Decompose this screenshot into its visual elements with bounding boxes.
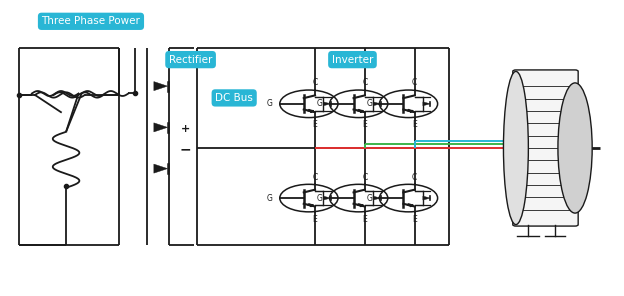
Text: DC Bus: DC Bus [215, 93, 253, 103]
Ellipse shape [504, 71, 529, 225]
FancyArrow shape [308, 110, 313, 112]
Text: G: G [267, 194, 273, 202]
FancyArrow shape [407, 204, 413, 207]
Text: C: C [363, 78, 368, 87]
Text: Three Phase Power: Three Phase Power [42, 16, 140, 26]
Text: G: G [367, 99, 373, 108]
Text: E: E [363, 215, 368, 223]
Polygon shape [373, 102, 381, 106]
Ellipse shape [558, 83, 592, 213]
Text: G: G [267, 99, 273, 108]
Text: E: E [363, 120, 368, 129]
FancyArrow shape [308, 204, 313, 207]
Polygon shape [373, 196, 381, 200]
Polygon shape [323, 102, 331, 106]
Polygon shape [423, 102, 431, 106]
Text: G: G [367, 194, 373, 202]
Text: E: E [412, 215, 417, 223]
Text: E: E [313, 120, 318, 129]
Text: −: − [180, 142, 192, 157]
Polygon shape [323, 196, 331, 200]
Text: C: C [313, 78, 318, 87]
Text: +: + [181, 124, 190, 134]
Text: G: G [317, 194, 323, 202]
Polygon shape [154, 82, 168, 91]
Text: E: E [412, 120, 417, 129]
Text: G: G [317, 99, 323, 108]
Text: C: C [363, 173, 368, 181]
Text: Inverter: Inverter [332, 55, 373, 65]
FancyArrow shape [358, 110, 363, 112]
Text: C: C [412, 173, 417, 181]
Polygon shape [154, 123, 168, 132]
FancyArrow shape [358, 204, 363, 207]
Text: C: C [412, 78, 417, 87]
Text: C: C [313, 173, 318, 181]
FancyBboxPatch shape [513, 70, 578, 226]
Text: Rectifier: Rectifier [169, 55, 212, 65]
Polygon shape [423, 196, 431, 200]
Polygon shape [154, 164, 168, 173]
Text: E: E [313, 215, 318, 223]
FancyArrow shape [407, 110, 413, 112]
